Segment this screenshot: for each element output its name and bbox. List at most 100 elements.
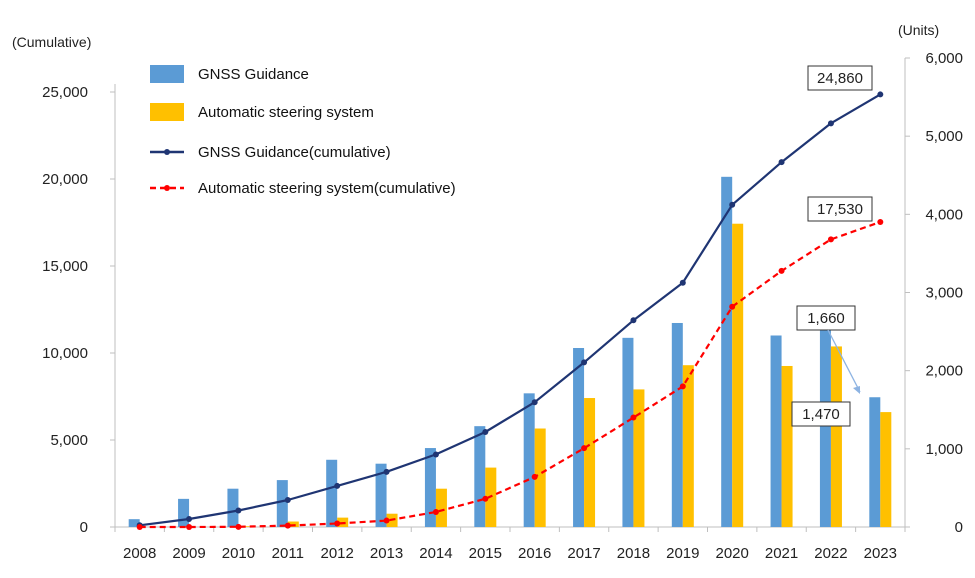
gnss-cumulative-point [383, 468, 390, 475]
left-tick-label: 25,000 [42, 84, 88, 101]
automatic-steering-bar [781, 365, 793, 527]
gnss-cumulative-point [827, 120, 834, 127]
automatic-steering-bar [435, 488, 447, 527]
automatic-steering-cumulative-point [186, 524, 193, 530]
gnss-guidance-bar [770, 335, 782, 527]
gnss-guidance-bar [276, 480, 288, 527]
annotation-label: 1,660 [807, 310, 845, 327]
gnss-guidance-bar [671, 322, 683, 527]
gnss-guidance-bar [869, 397, 881, 527]
right-tick-label: 2,000 [925, 363, 963, 380]
automatic-steering-cumulative-point [432, 509, 439, 516]
left-tick-label: 0 [80, 519, 88, 536]
x-tick-label: 2019 [666, 545, 699, 562]
x-tick-label: 2018 [617, 545, 650, 562]
x-tick-label: 2012 [321, 545, 354, 562]
left-axis-label: (Cumulative) [12, 34, 91, 50]
gnss-cumulative-point [235, 507, 242, 514]
automatic-steering-bar [880, 412, 892, 527]
x-tick-label: 2023 [864, 545, 897, 562]
legend-label: Automatic steering system(cumulative) [198, 180, 456, 197]
automatic-steering-cumulative-point [235, 523, 242, 530]
automatic-steering-bar [287, 521, 299, 527]
legend-swatch [150, 65, 184, 83]
gnss-guidance-bar [128, 519, 140, 527]
right-tick-label: 1,000 [925, 441, 963, 458]
legend-label: Automatic steering system [198, 104, 374, 121]
x-tick-label: 2014 [419, 545, 452, 562]
lines [136, 91, 884, 530]
x-tick-label: 2017 [567, 545, 600, 562]
gnss-cumulative-point [284, 497, 291, 504]
bars [128, 176, 892, 528]
x-tick-label: 2011 [272, 545, 304, 562]
gnss-guidance-bar [474, 426, 486, 527]
legend-label: GNSS Guidance [198, 66, 309, 83]
x-tick-label: 2015 [469, 545, 502, 562]
automatic-steering-cumulative-point [827, 236, 834, 243]
gnss-guidance-bar [424, 448, 436, 527]
left-tick-label: 20,000 [42, 171, 88, 188]
automatic-steering-cumulative-point [531, 473, 538, 480]
annotation-box [807, 196, 873, 222]
automatic-steering-bar [633, 389, 645, 527]
automatic-steering-bar [584, 398, 596, 527]
left-tick-label: 10,000 [42, 345, 88, 362]
gnss-cumulative-point [877, 91, 884, 98]
legend-label: GNSS Guidance(cumulative) [198, 144, 391, 161]
legend-marker [164, 149, 170, 155]
gnss-cumulative-point [186, 515, 193, 522]
gnss-guidance-bar [573, 347, 585, 527]
x-tick-label: 2013 [370, 545, 403, 562]
annotation-label: 1,470 [802, 406, 840, 423]
automatic-steering-cumulative-point [136, 524, 143, 530]
gnss-cumulative-point [778, 159, 785, 166]
automatic-steering-cumulative-point [679, 383, 686, 390]
gnss-guidance-bar [178, 498, 190, 527]
gnss-guidance-bar [375, 463, 387, 527]
automatic-steering-cumulative-point [581, 445, 588, 452]
automatic-steering-cumulative-point [383, 517, 390, 524]
gnss-guidance-bar [721, 176, 733, 527]
left-tick-label: 5,000 [50, 432, 88, 449]
gnss-cumulative-point [482, 428, 489, 435]
gnss-guidance-bar [523, 393, 535, 527]
right-tick-label: 0 [955, 519, 963, 536]
gnss-cumulative-point [581, 359, 588, 366]
right-tick-label: 3,000 [925, 285, 963, 302]
axes: 0 5,000 10,000 15,000 20,000 25,000 0 1,000 2,00… [42, 50, 963, 562]
automatic-steering-bar [534, 428, 546, 527]
automatic-steering-cumulative-point [877, 218, 884, 225]
right-tick-label: 5,000 [925, 128, 963, 145]
x-tick-label: 2009 [172, 545, 205, 562]
automatic-steering-bar [830, 346, 842, 527]
x-tick-label: 2016 [518, 545, 551, 562]
annotation-box [791, 401, 851, 427]
gnss-guidance-bar [326, 459, 338, 527]
legend: GNSS Guidance Automatic steering system GN… [150, 65, 456, 197]
automatic-steering-bar [732, 223, 744, 528]
annotation-box [796, 305, 856, 331]
gnss-cumulative-point [729, 201, 736, 208]
annotation-box [807, 65, 873, 91]
automatic-steering-cumulative-point [482, 495, 489, 502]
legend-swatch [150, 103, 184, 121]
right-tick-label: 6,000 [925, 50, 963, 67]
automatic-steering-cumulative-point [778, 267, 785, 274]
gnss-cumulative-point [531, 399, 538, 406]
right-tick-label: 4,000 [925, 206, 963, 223]
legend-marker [164, 185, 170, 191]
left-tick-label: 15,000 [42, 258, 88, 275]
annotation-arrow-head [853, 386, 860, 394]
gnss-guidance-bar [622, 337, 634, 527]
automatic-steering-cumulative-point [729, 303, 736, 310]
automatic-steering-cumulative-point [284, 522, 291, 529]
x-tick-label: 2008 [123, 545, 156, 562]
automatic-steering-bar [682, 365, 694, 527]
gnss-guidance-bar [227, 488, 239, 527]
right-axis-label: (Units) [898, 22, 939, 38]
automatic-steering-cumulative-point [334, 520, 341, 527]
automatic-steering-cumulative-line [139, 220, 881, 529]
automatic-steering-cumulative-point [630, 414, 637, 421]
